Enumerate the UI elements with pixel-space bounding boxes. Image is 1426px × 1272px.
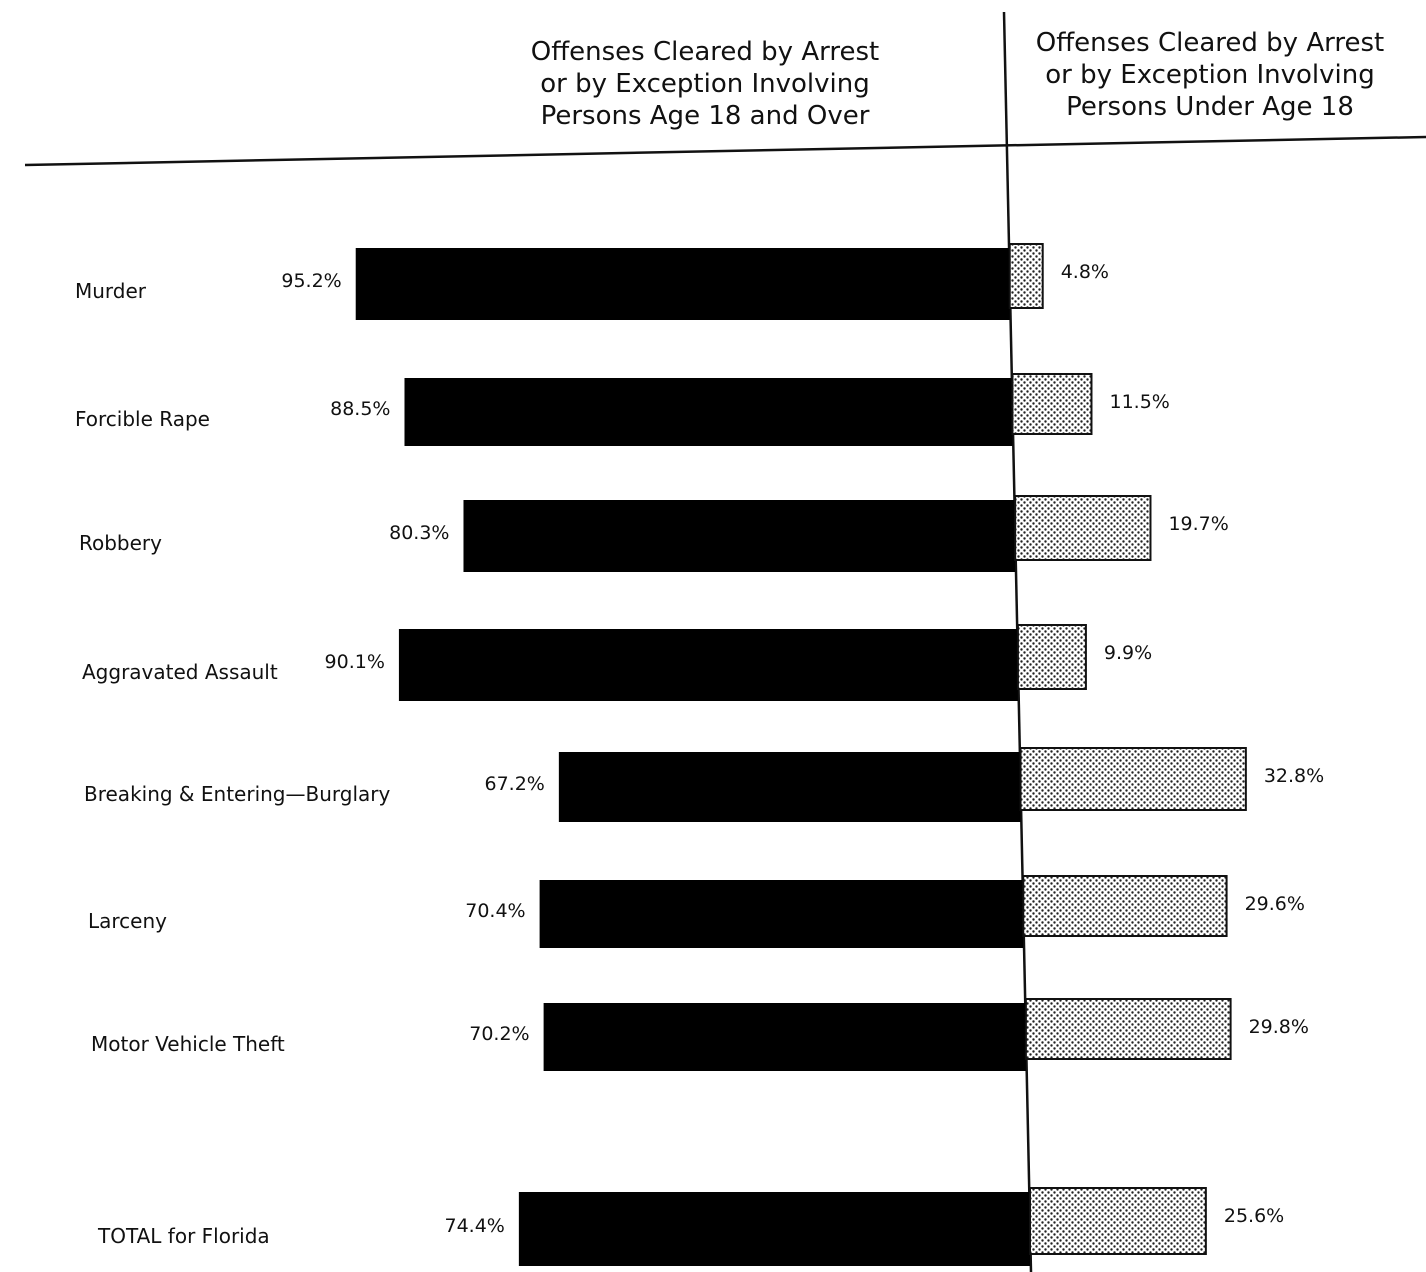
bar-juvenile-larceny <box>1022 875 1228 937</box>
value-label-adult-larceny: 70.4% <box>465 900 525 922</box>
value-label-juvenile-murder: 4.8% <box>1061 261 1109 283</box>
category-label-forcible-rape: Forcible Rape <box>75 407 210 431</box>
value-label-adult-robbery: 80.3% <box>389 522 449 544</box>
category-label-robbery: Robbery <box>79 531 162 555</box>
value-label-juvenile-robbery: 19.7% <box>1168 513 1228 535</box>
value-label-juvenile-breaking-entering-burglary: 32.8% <box>1264 765 1324 787</box>
value-label-juvenile-aggravated-assault: 9.9% <box>1104 642 1152 664</box>
value-label-adult-forcible-rape: 88.5% <box>330 398 390 420</box>
category-label-breaking-entering-burglary: Breaking & Entering—Burglary <box>84 782 390 806</box>
category-label-murder: Murder <box>75 279 147 303</box>
value-label-juvenile-total-for-florida: 25.6% <box>1224 1205 1284 1227</box>
header-adults-line-1: Offenses Cleared by Arrest <box>530 37 880 67</box>
bar-adult-motor-vehicle-theft <box>543 1003 1026 1071</box>
value-label-adult-breaking-entering-burglary: 67.2% <box>484 773 544 795</box>
value-label-adult-total-for-florida: 74.4% <box>445 1215 505 1237</box>
header-divider-line <box>24 135 1426 167</box>
header-adults: Offenses Cleared by Arrest or by Excepti… <box>500 36 910 132</box>
header-juveniles-line-3: Persons Under Age 18 <box>1066 92 1354 122</box>
bar-juvenile-total-for-florida <box>1028 1187 1207 1255</box>
bar-juvenile-breaking-entering-burglary <box>1019 747 1247 811</box>
bar-juvenile-murder <box>1008 243 1044 309</box>
bar-juvenile-forcible-rape <box>1011 373 1093 435</box>
category-label-larceny: Larceny <box>88 909 167 933</box>
header-juveniles-line-2: or by Exception Involving <box>1045 60 1375 90</box>
header-juveniles-line-1: Offenses Cleared by Arrest <box>1035 28 1385 58</box>
value-label-juvenile-forcible-rape: 11.5% <box>1109 391 1169 413</box>
value-label-juvenile-motor-vehicle-theft: 29.8% <box>1249 1016 1309 1038</box>
bar-adult-aggravated-assault <box>398 629 1018 701</box>
value-label-adult-aggravated-assault: 90.1% <box>325 651 385 673</box>
category-label-motor-vehicle-theft: Motor Vehicle Theft <box>91 1032 285 1056</box>
header-adults-line-3: Persons Age 18 and Over <box>540 101 870 131</box>
bar-juvenile-aggravated-assault <box>1016 624 1087 690</box>
bar-adult-robbery <box>463 500 1016 572</box>
bar-adult-breaking-entering-burglary <box>558 752 1021 822</box>
header-juveniles: Offenses Cleared by Arrest or by Excepti… <box>1020 27 1400 123</box>
value-label-adult-motor-vehicle-theft: 70.2% <box>469 1023 529 1045</box>
bar-adult-larceny <box>539 880 1024 948</box>
bar-adult-murder <box>355 248 1010 320</box>
bar-adult-total-for-florida <box>518 1192 1030 1266</box>
category-label-aggravated-assault: Aggravated Assault <box>82 660 278 684</box>
bar-marks: Murder 95.2% 4.8% Forcible Rape 88.5% 11.5% Ro… <box>75 243 1324 1266</box>
bar-juvenile-motor-vehicle-theft <box>1024 998 1232 1060</box>
value-label-adult-murder: 95.2% <box>281 270 341 292</box>
value-label-juvenile-larceny: 29.6% <box>1245 893 1305 915</box>
category-label-total-for-florida: TOTAL for Florida <box>97 1224 270 1248</box>
header-adults-line-2: or by Exception Involving <box>540 69 870 99</box>
bar-juvenile-robbery <box>1014 495 1152 561</box>
bar-adult-forcible-rape <box>404 378 1013 446</box>
